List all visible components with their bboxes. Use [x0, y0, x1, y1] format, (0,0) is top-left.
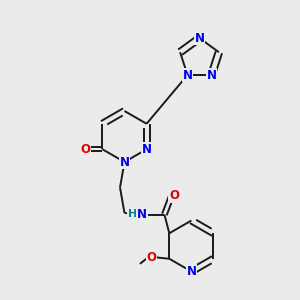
Text: N: N [206, 68, 217, 82]
Text: O: O [80, 143, 90, 156]
Text: O: O [169, 189, 179, 202]
Text: H: H [128, 208, 137, 219]
Text: N: N [182, 68, 193, 82]
Text: N: N [119, 155, 130, 169]
Text: O: O [146, 251, 156, 264]
Text: N: N [186, 265, 197, 278]
Text: N: N [142, 143, 152, 156]
Text: N: N [194, 32, 205, 45]
Text: N: N [137, 208, 147, 221]
